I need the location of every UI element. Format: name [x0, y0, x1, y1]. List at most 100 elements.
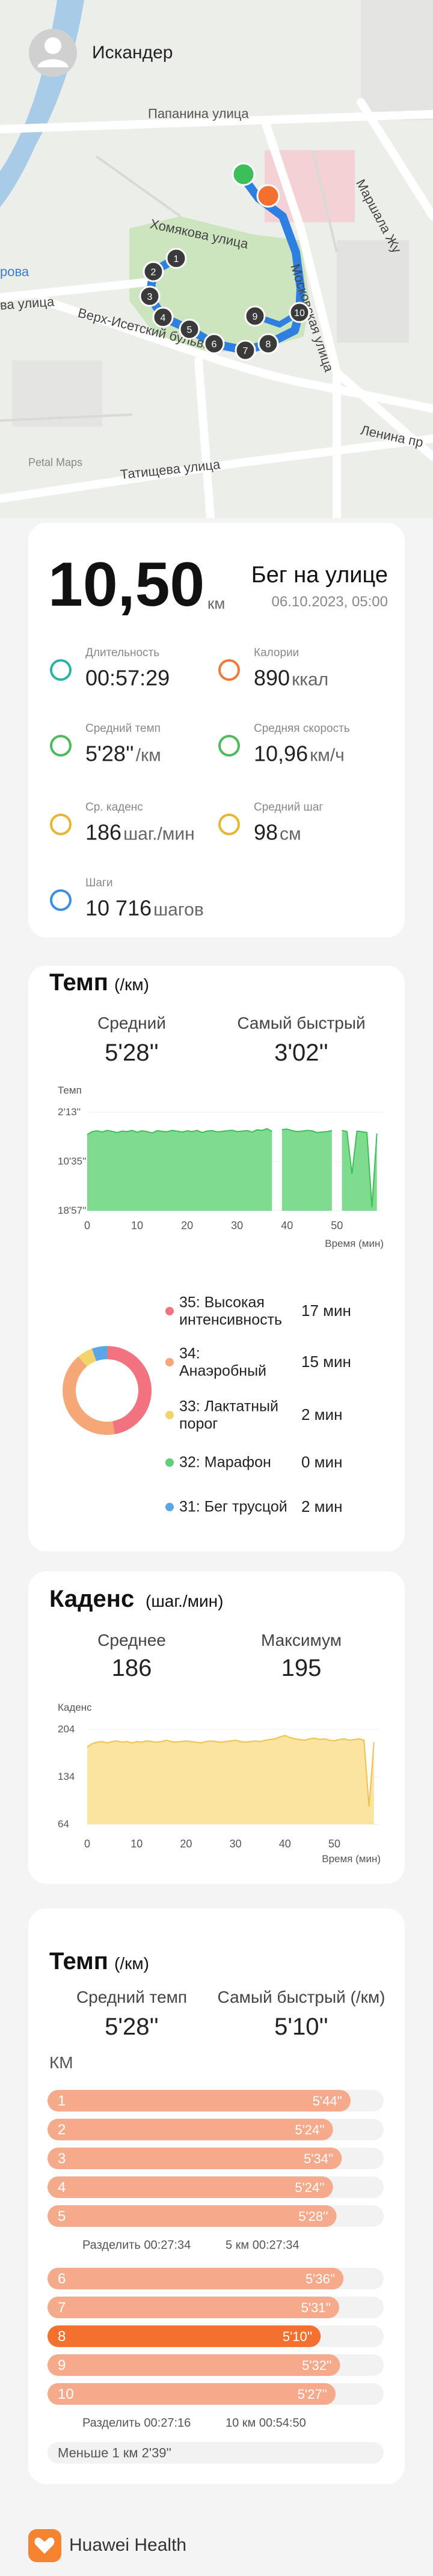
- stat-label: Среднее: [97, 1630, 166, 1649]
- map-label: рова: [0, 264, 29, 279]
- card: [28, 966, 405, 1551]
- metric-label: Калории: [254, 647, 299, 660]
- metric-unit: ккал: [292, 669, 329, 690]
- y-tick-label: 2'13'': [58, 1106, 81, 1118]
- y-tick-label: 134: [58, 1771, 75, 1783]
- card-title: Каденс: [49, 1586, 135, 1612]
- stat-value: 5'28'': [105, 2014, 159, 2040]
- avatar-head: [45, 37, 61, 54]
- metric-value-row: 98 см: [254, 820, 301, 845]
- metric-unit: шаг./мин: [123, 824, 195, 844]
- x-tick-label: 50: [331, 1219, 343, 1232]
- metric-value-row: 186 шаг./мин: [85, 820, 195, 845]
- stat-value: 5'10'': [274, 2014, 328, 2040]
- distance: 10,50: [48, 550, 205, 620]
- distance-unit: км: [207, 594, 226, 613]
- x-tick-label: 30: [229, 1838, 242, 1850]
- remainder-bar: [48, 2442, 384, 2464]
- metric-value-row: 00:57:29: [85, 665, 170, 690]
- x-axis-title: Время (мин): [325, 1238, 384, 1250]
- zone-value: 2 мин: [301, 1405, 343, 1424]
- card-unit: (шаг./мин): [146, 1591, 224, 1610]
- card: [28, 1571, 405, 1884]
- y-tick-label: 204: [58, 1723, 75, 1735]
- stat-value: 186: [111, 1655, 152, 1681]
- metric-value-row: 10 716 шагов: [85, 895, 204, 921]
- x-tick-label: 10: [131, 1838, 143, 1850]
- stat-label: Средний темп: [76, 1987, 188, 2006]
- metric-value-row: 10,96 км/ч: [254, 741, 345, 766]
- card-title: Темп: [49, 1948, 108, 1975]
- x-tick-label: 10: [131, 1219, 144, 1232]
- map-minor-roads: [0, 150, 338, 422]
- metric-value-row: 890 ккал: [254, 665, 328, 690]
- x-axis-title: Время (мин): [322, 1853, 381, 1865]
- app-name: Huawei Health: [69, 2535, 187, 2555]
- metric-label: Длительность: [85, 647, 160, 660]
- zone-value: 2 мин: [301, 1497, 343, 1516]
- split-total: 10 км 00:54:50: [226, 2416, 306, 2430]
- y-tick-label: 10'35'': [58, 1156, 87, 1168]
- metric-label: Средняя скорость: [254, 722, 350, 735]
- metric-label: Средний шаг: [254, 801, 324, 814]
- x-tick-label: 40: [278, 1838, 291, 1850]
- metric-value: 186: [85, 820, 122, 845]
- map-start: [232, 162, 256, 186]
- metric-unit: км/ч: [310, 745, 345, 766]
- remainder-label: Меньше 1 км 2'39'': [58, 2445, 171, 2461]
- x-tick-label: 40: [281, 1219, 293, 1232]
- avatar-body: [37, 59, 69, 67]
- stat-label: Самый быстрый: [237, 1013, 366, 1032]
- map-block: [337, 240, 409, 343]
- legend-label: 31: Бег трусцой: [179, 1498, 287, 1515]
- map-block: [361, 0, 433, 120]
- zone-value: 0 мин: [301, 1453, 343, 1472]
- metric-value: 00:57:29: [85, 665, 170, 690]
- split-total: 5 км 00:27:34: [226, 2238, 299, 2252]
- legend-label: 33: Лактатный порог: [179, 1398, 278, 1432]
- x-tick-label: 0: [84, 1219, 91, 1232]
- y-axis-title: Темп: [58, 1085, 82, 1097]
- y-tick-label: 18'57'': [58, 1205, 87, 1217]
- legend-label: 35: Высокая интенсивность: [179, 1294, 283, 1328]
- user-name[interactable]: Искандер: [92, 42, 173, 62]
- app-logo: [28, 2529, 61, 2562]
- metric-value-row: 5'28''/км: [85, 741, 161, 766]
- map-attribution: Petal Maps: [28, 456, 83, 469]
- metric-value: 5'28'': [85, 741, 134, 766]
- x-tick-label: 30: [231, 1219, 244, 1232]
- x-tick-label: 20: [180, 1838, 192, 1850]
- x-tick-label: 20: [181, 1219, 194, 1232]
- zone-value: 17 мин: [301, 1302, 351, 1320]
- stat-label: Средний: [97, 1013, 166, 1032]
- map-roads: [0, 98, 433, 518]
- stat-value: 5'28'': [105, 1040, 159, 1066]
- zone-value: 15 мин: [301, 1353, 351, 1371]
- card-unit: (/км): [114, 1953, 149, 1973]
- stat-label: Самый быстрый (/км): [217, 1987, 385, 2006]
- metric-label: Шаги: [85, 877, 113, 890]
- stat-label: Максимум: [261, 1630, 342, 1649]
- metric-label: Средний темп: [85, 722, 161, 735]
- metric-unit: см: [280, 824, 301, 844]
- metric-unit: /км: [135, 745, 161, 766]
- y-axis-title: Каденс: [58, 1702, 92, 1714]
- card-unit: (/км): [114, 975, 149, 994]
- metric-value: 10 716: [85, 895, 152, 921]
- activity-type: Бег на улице: [251, 562, 388, 588]
- metric-value: 890: [254, 665, 290, 690]
- map-finish: [256, 184, 280, 208]
- metric-value: 98: [254, 820, 278, 845]
- metric-unit: шагов: [153, 900, 204, 920]
- stat-value: 3'02'': [274, 1040, 328, 1066]
- km-label: КМ: [49, 2053, 73, 2072]
- card-title: Темп: [49, 969, 108, 996]
- activity-datetime: 06.10.2023, 05:00: [271, 594, 388, 611]
- legend-label: 32: Марафон: [179, 1454, 271, 1471]
- metric-label: Ср. каденс: [85, 801, 143, 814]
- x-tick-label: 0: [84, 1838, 91, 1850]
- y-tick-label: 64: [58, 1818, 69, 1830]
- split-label: Разделить 00:27:34: [82, 2238, 191, 2252]
- split-label: Разделить 00:27:16: [82, 2416, 191, 2430]
